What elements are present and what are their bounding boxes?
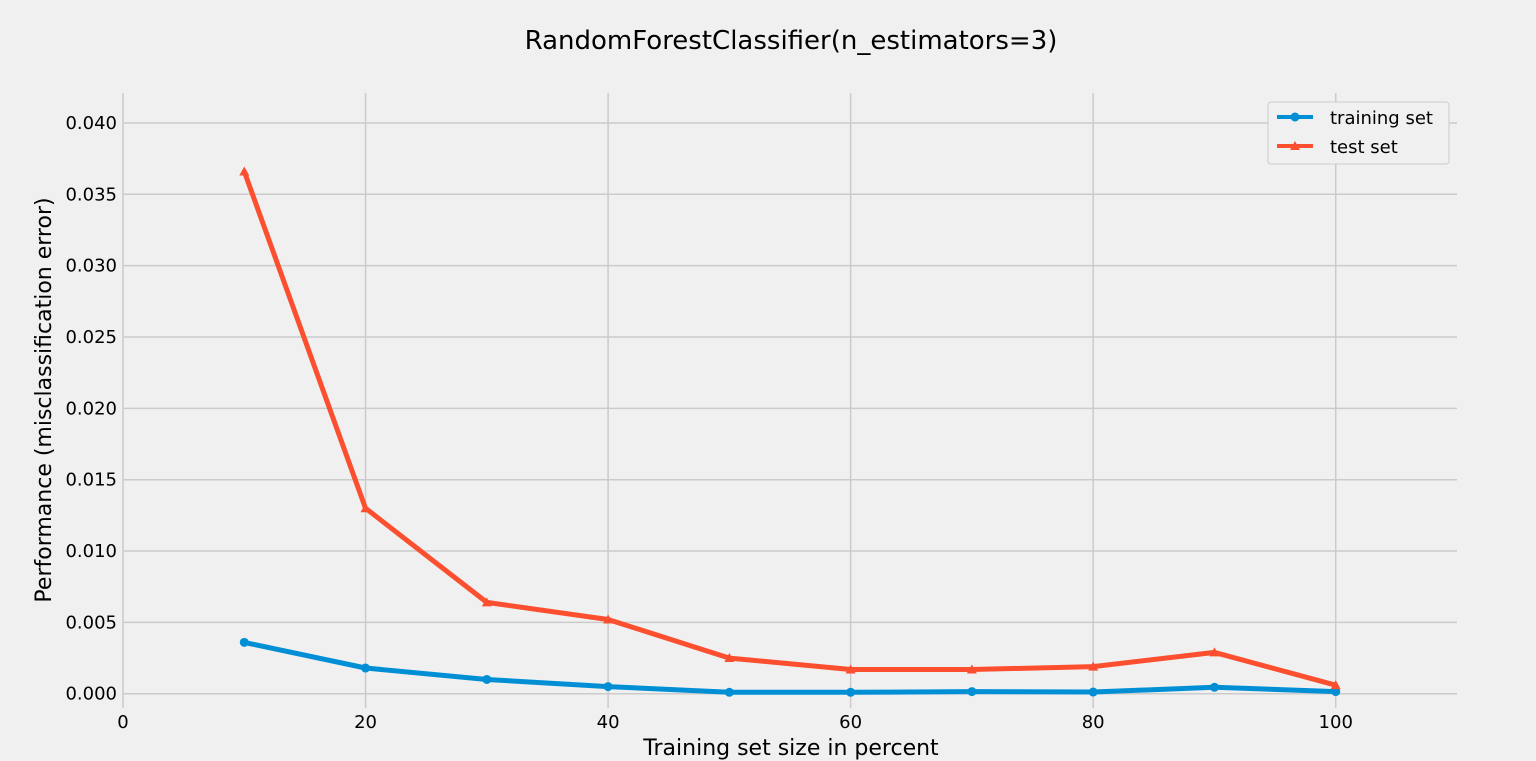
x-tick-label: 80 <box>1082 712 1105 733</box>
data-point-test-set <box>360 503 371 513</box>
x-tick-label: 0 <box>117 712 128 733</box>
data-point-test-set <box>1209 647 1220 657</box>
y-tick-label: 0.000 <box>65 684 117 705</box>
y-tick-label: 0.015 <box>65 470 117 491</box>
grid <box>122 93 1457 708</box>
data-point-test-set <box>845 664 856 674</box>
data-point-training-set <box>239 637 249 647</box>
y-tick-label: 0.020 <box>65 398 117 419</box>
y-tick-label: 0.025 <box>65 327 117 348</box>
series <box>239 166 1341 697</box>
data-point-test-set <box>966 664 977 674</box>
data-point-training-set <box>967 687 977 697</box>
data-point-test-set <box>239 166 250 176</box>
y-tick-label: 0.010 <box>65 541 117 562</box>
legend-item-training-set: training set <box>1277 108 1433 129</box>
data-point-training-set <box>482 674 492 684</box>
series-line-test-set <box>241 169 1339 688</box>
data-point-training-set <box>724 687 734 697</box>
x-tick-label: 20 <box>354 712 377 733</box>
data-point-training-set <box>846 687 856 697</box>
axes: 0 20 40 60 80 100 0.000 0.005 0.010 0.015 0.020 0.0… <box>65 113 1352 733</box>
y-tick-label: 0.030 <box>65 256 117 277</box>
data-point-training-set <box>1331 687 1341 697</box>
legend-item-test-set: test set <box>1277 137 1398 158</box>
x-tick-label: 60 <box>839 712 862 733</box>
x-axis-title: Training set size in percent <box>642 736 939 761</box>
y-tick-label: 0.040 <box>65 113 117 134</box>
legend-box <box>1267 101 1450 165</box>
data-point-test-set <box>1088 661 1099 671</box>
data-point-test-set <box>1330 680 1341 690</box>
x-tick-label: 100 <box>1319 712 1353 733</box>
data-point-test-set <box>724 653 735 663</box>
y-axis-title: Performance (misclassification error) <box>32 197 57 602</box>
chart-title: RandomForestClassifier(n_estimators=3) <box>525 26 1058 56</box>
data-point-training-set <box>361 663 371 673</box>
legend-marker-training-set <box>1290 112 1300 122</box>
data-point-training-set <box>1209 682 1219 692</box>
y-tick-label: 0.035 <box>65 184 117 205</box>
x-tick-label: 40 <box>597 712 620 733</box>
y-tick-label: 0.005 <box>65 612 117 633</box>
data-point-training-set <box>603 682 613 692</box>
legend-marker-test-set <box>1290 141 1300 150</box>
data-point-training-set <box>1088 687 1098 697</box>
legend-label-test-set: test set <box>1330 137 1398 158</box>
data-point-test-set <box>603 614 614 624</box>
legend: training set test set <box>1267 101 1450 165</box>
legend-label-training-set: training set <box>1330 108 1433 129</box>
data-point-test-set <box>481 597 492 607</box>
series-line-training-set <box>241 639 1339 695</box>
